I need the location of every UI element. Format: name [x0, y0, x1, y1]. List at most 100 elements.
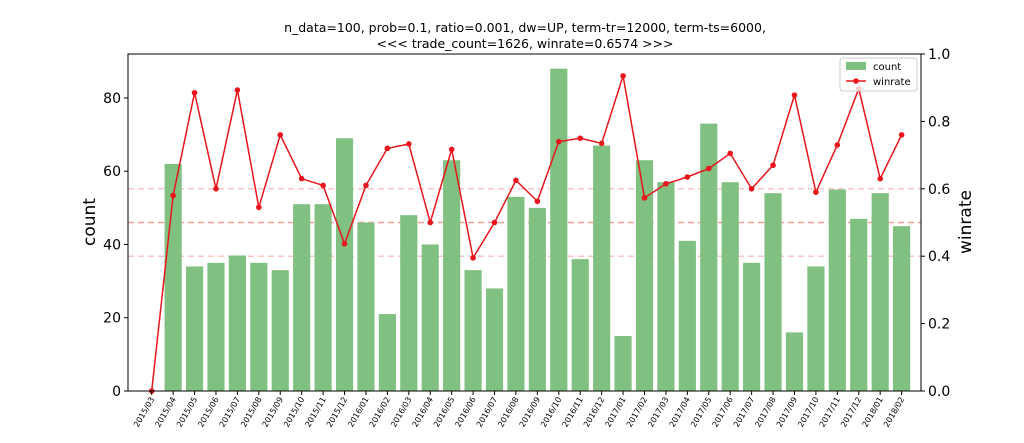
winrate-point — [491, 219, 498, 226]
winrate-point — [727, 150, 733, 157]
bar-count — [443, 160, 461, 391]
winrate-point — [341, 240, 348, 247]
chart-title-line-2: <<< trade_count=1626, winrate=0.6574 >>> — [376, 36, 673, 51]
bar-count — [164, 163, 182, 391]
winrate-point — [791, 92, 798, 98]
bar-count — [678, 240, 696, 391]
right-tick-label: 0.0 — [928, 384, 950, 400]
winrate-point — [877, 175, 883, 182]
bar-count — [828, 189, 846, 391]
left-tick-label: 60 — [103, 164, 121, 180]
right-tick-label: 0.4 — [928, 249, 950, 265]
right-axis-label: winrate — [956, 190, 976, 254]
winrate-point — [620, 73, 626, 79]
bar-count — [357, 222, 375, 391]
bar-count — [700, 123, 718, 391]
bar-count — [293, 204, 311, 391]
right-tick-label: 1.0 — [928, 47, 950, 63]
bar-count — [571, 259, 589, 391]
bar-count — [271, 270, 289, 391]
bar-count — [485, 288, 504, 391]
bar-count — [743, 262, 761, 391]
bar-count — [421, 244, 439, 391]
bar-count — [593, 145, 611, 391]
winrate-point — [363, 182, 369, 189]
winrate-point — [406, 141, 412, 147]
legend: count winrate — [839, 57, 918, 92]
winrate-point — [277, 132, 284, 138]
winrate-point — [684, 174, 691, 180]
bar-count — [207, 262, 225, 391]
bar-count — [721, 182, 739, 391]
bar-count — [614, 336, 632, 391]
winrate-point — [834, 142, 841, 148]
bar-count — [657, 182, 675, 391]
winrate-point — [598, 140, 605, 147]
bar-count — [850, 218, 868, 391]
winrate-point — [555, 138, 562, 145]
legend-label-count: count — [873, 62, 901, 73]
bar-count — [785, 332, 804, 391]
bar-count — [635, 160, 654, 391]
bar-count — [314, 204, 332, 391]
legend-swatch-count — [846, 62, 866, 70]
bar-count — [400, 215, 418, 391]
bar-count — [185, 266, 204, 391]
winrate-point — [770, 162, 776, 169]
x-tick-label: 2018/02 — [882, 396, 906, 429]
legend-marker-winrate — [853, 78, 859, 84]
chart-title-line-1: n_data=100, prob=0.1, ratio=0.001, dw=UP… — [284, 20, 766, 35]
winrate-point — [213, 186, 219, 192]
bar-count — [528, 207, 546, 391]
winrate-point — [298, 175, 305, 182]
line-series — [148, 73, 905, 394]
winrate-line — [150, 75, 903, 392]
left-tick-label: 80 — [103, 91, 121, 107]
plot-frame — [127, 53, 922, 392]
bar-count — [378, 314, 396, 391]
bar-count — [550, 68, 568, 392]
right-axis-ticks: 0.0 0.2 0.4 0.6 0.8 1.0 — [921, 47, 950, 400]
winrate-point — [448, 146, 455, 153]
right-tick-label: 0.6 — [928, 182, 950, 198]
bar-count — [507, 196, 525, 391]
x-axis-ticks: 2015/032015/042015/052015/062015/072015/… — [132, 391, 906, 429]
winrate-point — [513, 177, 519, 184]
winrate-point — [170, 192, 176, 199]
left-axis-label: count — [80, 198, 100, 246]
winrate-point — [234, 87, 241, 93]
left-tick-label: 0 — [112, 384, 121, 400]
bar-count — [464, 270, 482, 391]
winrate-point — [470, 255, 476, 261]
legend-label-winrate: winrate — [873, 77, 911, 88]
bar-count — [228, 255, 246, 391]
winrate-point — [577, 135, 584, 142]
right-tick-label: 0.2 — [928, 317, 950, 333]
winrate-point — [191, 89, 198, 96]
reference-lines — [128, 188, 921, 257]
right-tick-label: 0.8 — [928, 114, 950, 130]
bar-count — [764, 193, 782, 391]
bar-count — [335, 138, 354, 391]
winrate-point — [813, 189, 819, 195]
winrate-point — [641, 195, 648, 201]
left-tick-label: 20 — [103, 311, 121, 327]
winrate-point — [663, 180, 669, 187]
bar-count — [871, 193, 889, 391]
bar-count — [893, 226, 911, 391]
winrate-point — [256, 204, 262, 211]
bar-count — [807, 266, 825, 391]
winrate-point — [705, 165, 712, 172]
winrate-point — [427, 219, 434, 226]
winrate-point — [748, 186, 755, 192]
bar-count — [250, 262, 268, 391]
left-tick-label: 40 — [103, 237, 121, 253]
winrate-point — [898, 132, 905, 138]
left-axis-ticks: 0 20 40 60 80 — [103, 91, 128, 400]
winrate-point — [320, 182, 326, 189]
winrate-point — [534, 198, 541, 205]
bar-series — [164, 68, 911, 392]
winrate-point — [384, 145, 391, 152]
